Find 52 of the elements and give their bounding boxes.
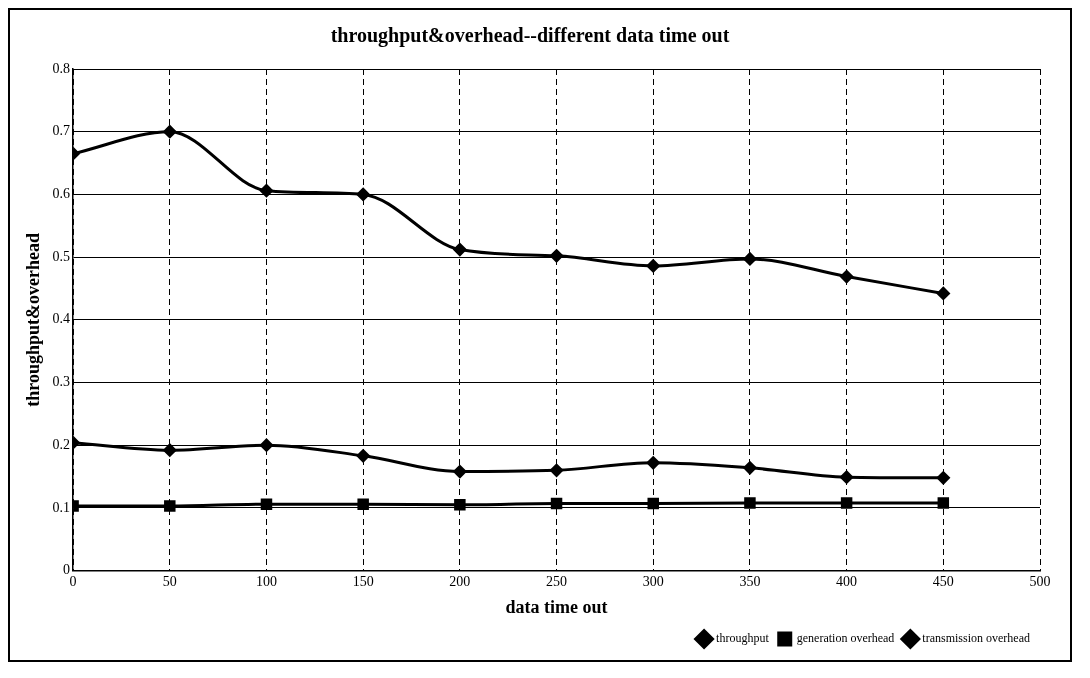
point <box>936 471 950 485</box>
y-tick-label: 0.3 <box>52 374 71 390</box>
x-tick-label: 150 <box>352 573 374 589</box>
x-tick-label: 100 <box>255 573 277 589</box>
chart-title: throughput&overhead--different data time out <box>330 24 730 48</box>
x-tick-label: 50 <box>162 573 177 589</box>
point <box>550 497 563 510</box>
point <box>453 243 467 257</box>
point <box>356 187 370 201</box>
x-tick-label: 300 <box>642 573 664 589</box>
point <box>840 270 854 284</box>
legend-label: generation overhead <box>796 631 895 646</box>
y-tick-label: 0.2 <box>52 436 71 452</box>
x-tick-label: 250 <box>546 573 568 589</box>
point <box>646 456 660 470</box>
point <box>646 259 660 273</box>
point <box>163 125 177 139</box>
x-tick-label: 400 <box>836 573 858 589</box>
legend-label: transmission overhead <box>922 631 1031 646</box>
point <box>840 470 854 484</box>
point <box>744 497 756 509</box>
point <box>357 498 369 510</box>
x-tick-label: 200 <box>449 573 471 589</box>
x-tick-label: 350 <box>739 573 761 589</box>
point <box>550 249 564 263</box>
x-tick-label: 450 <box>932 573 954 589</box>
y-tick-label: 0.7 <box>52 123 71 139</box>
point <box>259 184 273 198</box>
y-tick-label: 0.8 <box>52 60 71 76</box>
point <box>454 499 466 511</box>
point <box>453 465 467 479</box>
y-tick-label: 0.4 <box>52 311 71 327</box>
point <box>164 500 176 512</box>
point <box>163 443 177 457</box>
y-tick-label: 0 <box>63 562 71 578</box>
y-tick-label: 0.6 <box>52 186 71 202</box>
y-axis-title: throughput&overhead <box>23 232 44 407</box>
y-tick-label: 0.5 <box>52 248 71 264</box>
point <box>550 463 564 477</box>
point <box>936 286 950 300</box>
y-tick-label: 0.1 <box>52 499 71 515</box>
point <box>356 449 370 463</box>
point <box>259 438 273 452</box>
point <box>743 252 757 266</box>
point <box>260 498 273 510</box>
point <box>840 497 853 509</box>
x-tick-label: 500 <box>1029 573 1051 589</box>
point <box>743 461 757 475</box>
point <box>647 497 659 510</box>
x-axis-title: data time out <box>505 596 608 617</box>
point <box>937 497 950 509</box>
legend-label: throughput <box>716 631 770 646</box>
